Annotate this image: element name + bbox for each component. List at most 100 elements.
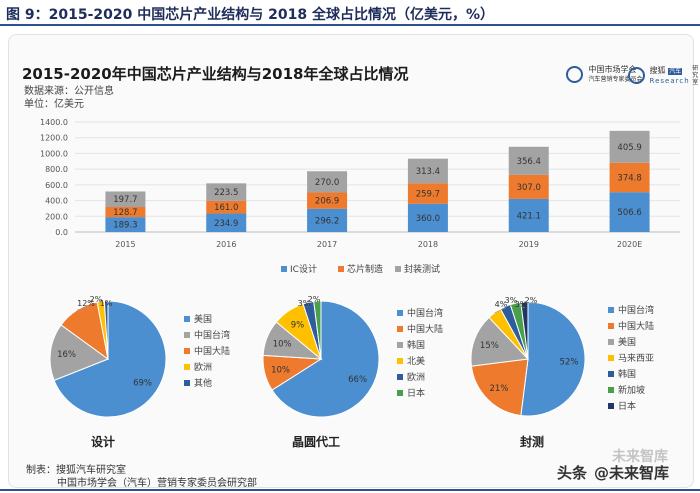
- bar-label-0-5: 506.6: [617, 208, 641, 218]
- pie-1-label-5: 2%: [308, 295, 321, 304]
- pie-0-label-1: 16%: [57, 350, 76, 360]
- pie-2-legend-label-0: 中国台湾: [618, 304, 654, 316]
- pie-0-title: 设计: [91, 434, 115, 449]
- pie-2-slice-6: [520, 301, 529, 360]
- title-rule-bottom: [0, 489, 700, 491]
- watermark-text2: @未来智库: [594, 464, 670, 482]
- bar-0-0: [105, 217, 146, 232]
- watermark-faint: 未来智库: [612, 449, 668, 465]
- bar-legend-label-0: IC设计: [290, 263, 317, 275]
- bar-label-1-5: 374.8: [617, 173, 641, 183]
- x-tick-label-3: 2018: [418, 240, 438, 249]
- pie-1-legend-label-1: 中国大陆: [407, 323, 443, 335]
- x-tick-label-1: 2016: [216, 240, 236, 249]
- pie-1-slice-0: [271, 300, 380, 418]
- pie-2-slice-2: [470, 316, 530, 367]
- logo2-side: 研究室: [692, 65, 699, 86]
- pie-2-label-4: 3%: [505, 296, 518, 305]
- bar-1-3: [407, 183, 448, 204]
- pie-1-label-1: 10%: [271, 365, 290, 375]
- y-tick-label-2: 400.0: [45, 197, 68, 206]
- pie-0-legend-swatch-1: [184, 332, 190, 338]
- pie-1-legend-label-2: 韩国: [407, 339, 425, 351]
- pie-2-label-5: 3%: [515, 300, 528, 309]
- pie-1-label-4: 3%: [298, 299, 311, 308]
- pie-0-label-0: 69%: [133, 378, 152, 388]
- pie-0-legend-label-2: 中国大陆: [194, 345, 230, 357]
- bar-1-0: [105, 207, 146, 218]
- bar-2-3: [407, 158, 448, 184]
- bar-legend-label-2: 封装测试: [404, 263, 440, 275]
- bar-label-0-4: 421.1: [517, 211, 541, 221]
- pie-2-label-0: 52%: [560, 358, 579, 368]
- logo2-tag: 汽车: [668, 67, 683, 75]
- pie-2-leader-6: [524, 301, 536, 305]
- pie-1-legend-label-3: 北美: [407, 355, 425, 367]
- title-rule-top: [0, 24, 700, 26]
- pie-1-legend-swatch-3: [397, 358, 403, 364]
- pie-2-legend-label-6: 日本: [618, 400, 636, 412]
- bar-label-1-3: 259.7: [416, 190, 440, 200]
- bar-2-4: [508, 146, 549, 175]
- pie-2-legend-swatch-5: [608, 387, 614, 393]
- pie-2-label-6: 2%: [525, 296, 538, 305]
- figure-title: 图 9：2015-2020 中国芯片产业结构与 2018 全球占比情况（亿美元，…: [6, 7, 494, 23]
- pie-0-legend-label-3: 欧洲: [194, 361, 212, 373]
- pie-2-legend-label-4: 韩国: [618, 368, 636, 380]
- bar-1-2: [307, 192, 348, 209]
- logo-market-society: 中国市场学会 汽车营销专家委员会: [566, 65, 643, 84]
- pie-2-leader-3: [494, 307, 506, 314]
- pie-0-legend-swatch-0: [184, 316, 190, 322]
- unit-label: 单位：亿美元: [24, 99, 84, 110]
- pie-0-legend-swatch-2: [184, 348, 190, 354]
- pie-2-legend-swatch-4: [608, 371, 614, 377]
- logo2-sub: Research: [649, 76, 690, 85]
- pie-2-leader-4: [505, 303, 516, 307]
- bar-0-2: [307, 208, 348, 232]
- pie-2-label-3: 4%: [495, 300, 508, 309]
- x-tick-label-0: 2015: [115, 240, 135, 249]
- society-logo-icon: [566, 66, 583, 83]
- pie-0-legend-swatch-4: [184, 380, 190, 386]
- y-tick-label-7: 1400.0: [40, 118, 68, 127]
- pie-0-label-3: 2%: [90, 295, 103, 304]
- y-tick-label-5: 1000.0: [40, 149, 68, 158]
- pie-1-legend-label-5: 日本: [407, 387, 425, 399]
- pie-2-legend-swatch-3: [608, 355, 614, 361]
- pie-2-legend-swatch-6: [608, 403, 614, 409]
- pie-0-legend-label-4: 其他: [194, 377, 212, 389]
- pie-1-legend-label-4: 欧洲: [407, 371, 425, 383]
- y-tick-label-0: 0.0: [55, 228, 68, 237]
- watermark-text1: 头条: [557, 464, 588, 482]
- pie-1-label-2: 10%: [273, 340, 292, 350]
- data-source: 数据来源：公开信息: [24, 86, 114, 97]
- x-tick-label-2: 2017: [317, 240, 337, 249]
- bar-legend-label-1: 芯片制造: [347, 263, 383, 275]
- pie-0-slice-1: [49, 324, 110, 382]
- pie-2-slice-1: [470, 358, 529, 417]
- bar-1-1: [206, 200, 247, 214]
- bar-2-0: [105, 191, 146, 208]
- bar-2-5: [609, 130, 650, 163]
- bar-label-0-1: 234.9: [214, 219, 238, 229]
- pie-1-legend-swatch-2: [397, 342, 403, 348]
- pie-2-legend-label-2: 美国: [618, 336, 636, 348]
- y-tick-label-1: 200.0: [45, 212, 68, 221]
- pie-1-legend-swatch-0: [397, 310, 403, 316]
- pie-2-title: 封测: [520, 434, 544, 449]
- pie-2-legend-swatch-1: [608, 323, 614, 329]
- pie-1-label-3: 9%: [291, 320, 305, 330]
- x-tick-label-4: 2019: [519, 240, 539, 249]
- pie-0-leader-3: [99, 301, 102, 304]
- bar-label-1-1: 161.0: [214, 203, 238, 213]
- logo-sohu-research: 搜狐 汽车 Research 研究室: [628, 65, 698, 86]
- bar-0-1: [206, 213, 247, 232]
- pie-0-legend-label-1: 中国台湾: [194, 329, 230, 341]
- bar-label-2-3: 313.4: [416, 167, 440, 177]
- pie-2-slice-0: [520, 301, 586, 417]
- pie-0-leader-4: [105, 300, 111, 308]
- bar-label-0-0: 189.3: [113, 221, 137, 231]
- sohu-logo-icon: [628, 67, 645, 84]
- pie-2-label-1: 21%: [490, 384, 509, 394]
- bar-2-1: [206, 183, 247, 201]
